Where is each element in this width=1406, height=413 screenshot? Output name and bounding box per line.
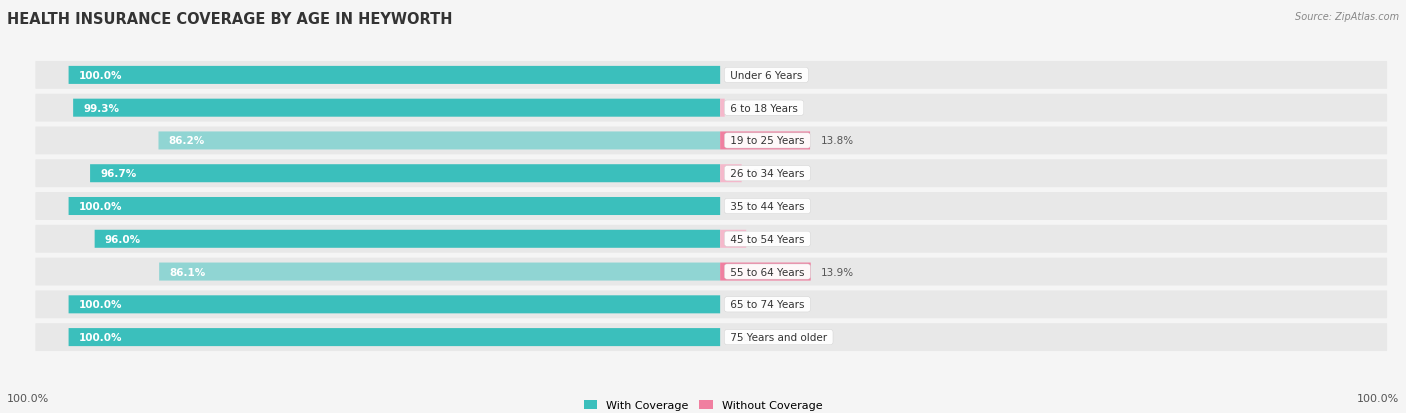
- FancyBboxPatch shape: [35, 291, 1388, 318]
- FancyBboxPatch shape: [720, 132, 810, 150]
- Text: 6 to 18 Years: 6 to 18 Years: [727, 103, 801, 114]
- FancyBboxPatch shape: [69, 67, 720, 85]
- FancyBboxPatch shape: [35, 192, 1388, 221]
- Text: 4.0%: 4.0%: [756, 234, 783, 244]
- Text: 100.0%: 100.0%: [1357, 393, 1399, 403]
- Text: 100.0%: 100.0%: [79, 202, 122, 211]
- Text: 100.0%: 100.0%: [79, 71, 122, 81]
- Text: 100.0%: 100.0%: [79, 299, 122, 310]
- Text: 0.7%: 0.7%: [735, 103, 762, 114]
- Text: 100.0%: 100.0%: [7, 393, 49, 403]
- Text: 19 to 25 Years: 19 to 25 Years: [727, 136, 808, 146]
- Text: 65 to 74 Years: 65 to 74 Years: [727, 299, 808, 310]
- FancyBboxPatch shape: [35, 95, 1388, 122]
- FancyBboxPatch shape: [35, 225, 1388, 253]
- FancyBboxPatch shape: [720, 230, 747, 248]
- FancyBboxPatch shape: [159, 132, 720, 150]
- Text: 96.0%: 96.0%: [105, 234, 141, 244]
- FancyBboxPatch shape: [90, 165, 720, 183]
- Text: 13.8%: 13.8%: [820, 136, 853, 146]
- Text: HEALTH INSURANCE COVERAGE BY AGE IN HEYWORTH: HEALTH INSURANCE COVERAGE BY AGE IN HEYW…: [7, 12, 453, 27]
- FancyBboxPatch shape: [720, 100, 724, 117]
- Text: 0.0%: 0.0%: [734, 71, 761, 81]
- Text: 75 Years and older: 75 Years and older: [727, 332, 831, 342]
- Text: 13.9%: 13.9%: [821, 267, 853, 277]
- FancyBboxPatch shape: [159, 263, 720, 281]
- FancyBboxPatch shape: [69, 197, 720, 216]
- Text: 26 to 34 Years: 26 to 34 Years: [727, 169, 808, 179]
- Text: 99.3%: 99.3%: [83, 103, 120, 114]
- Text: 35 to 44 Years: 35 to 44 Years: [727, 202, 808, 211]
- Text: Under 6 Years: Under 6 Years: [727, 71, 806, 81]
- FancyBboxPatch shape: [94, 230, 720, 248]
- FancyBboxPatch shape: [73, 100, 720, 117]
- Text: 86.2%: 86.2%: [169, 136, 205, 146]
- FancyBboxPatch shape: [720, 263, 811, 281]
- Text: 55 to 64 Years: 55 to 64 Years: [727, 267, 808, 277]
- FancyBboxPatch shape: [35, 258, 1388, 286]
- FancyBboxPatch shape: [69, 328, 720, 346]
- Text: 0.0%: 0.0%: [734, 202, 761, 211]
- FancyBboxPatch shape: [35, 127, 1388, 155]
- Text: Source: ZipAtlas.com: Source: ZipAtlas.com: [1295, 12, 1399, 22]
- FancyBboxPatch shape: [35, 160, 1388, 188]
- FancyBboxPatch shape: [35, 62, 1388, 90]
- Text: 0.0%: 0.0%: [734, 332, 761, 342]
- FancyBboxPatch shape: [69, 296, 720, 313]
- FancyBboxPatch shape: [720, 165, 741, 183]
- FancyBboxPatch shape: [35, 323, 1388, 351]
- Text: 3.3%: 3.3%: [752, 169, 779, 179]
- Text: 100.0%: 100.0%: [79, 332, 122, 342]
- Text: 86.1%: 86.1%: [170, 267, 205, 277]
- Text: 0.0%: 0.0%: [734, 299, 761, 310]
- Text: 45 to 54 Years: 45 to 54 Years: [727, 234, 808, 244]
- Text: 96.7%: 96.7%: [100, 169, 136, 179]
- Legend: With Coverage, Without Coverage: With Coverage, Without Coverage: [579, 395, 827, 413]
